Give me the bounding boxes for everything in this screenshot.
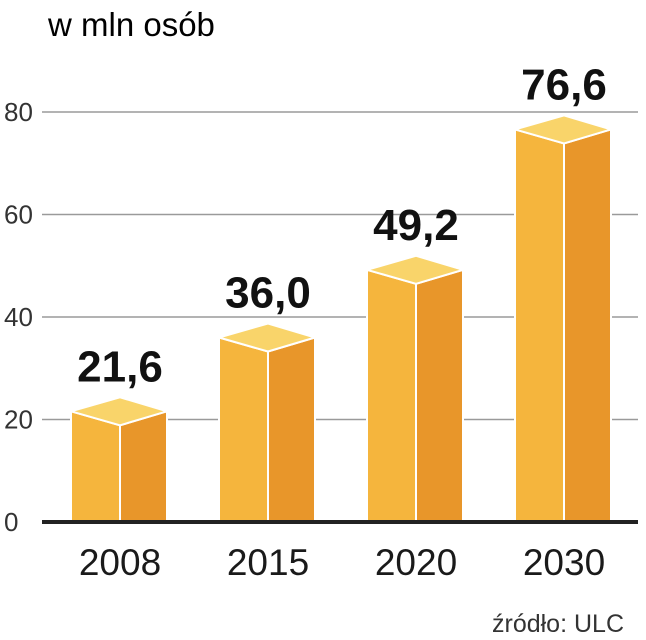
bar-front-face xyxy=(218,336,269,523)
bar-front-face xyxy=(366,268,417,523)
bars: 21,6 36,0 49,2 76,6 xyxy=(67,60,615,523)
value-label: 36,0 xyxy=(225,269,311,318)
y-tick-label: 0 xyxy=(4,507,18,537)
y-tick-label: 80 xyxy=(4,97,33,127)
bar-side-face xyxy=(563,128,612,523)
bar-2015: 36,0 xyxy=(215,269,319,523)
bar-front-face xyxy=(514,128,565,523)
x-tick-label: 2015 xyxy=(227,542,309,583)
x-tick-label: 2030 xyxy=(523,542,605,583)
bar-2030: 76,6 xyxy=(511,60,615,523)
x-tick-label: 2008 xyxy=(79,542,161,583)
bar-front-face xyxy=(70,409,121,523)
bar-2020: 49,2 xyxy=(363,201,467,523)
bar-side-face xyxy=(119,409,168,523)
y-axis-ticks: 0 20 40 60 80 xyxy=(4,97,33,537)
y-tick-label: 60 xyxy=(4,200,33,230)
bar-2008: 21,6 xyxy=(67,342,171,523)
bar-top-face xyxy=(215,322,319,353)
bar-side-face xyxy=(267,336,316,523)
y-tick-label: 40 xyxy=(4,302,33,332)
source-note: źródło: ULC xyxy=(492,610,624,638)
value-label: 21,6 xyxy=(77,342,163,391)
y-tick-label: 20 xyxy=(4,405,33,435)
value-label: 76,6 xyxy=(521,60,607,109)
bar-side-face xyxy=(415,268,464,523)
unit-label: w mln osób xyxy=(47,6,215,43)
x-axis-ticks: 2008 2015 2020 2030 xyxy=(79,542,605,583)
bar-top-face xyxy=(67,396,171,427)
value-label: 49,2 xyxy=(373,201,459,250)
bar-top-face xyxy=(363,254,467,285)
bar-top-face xyxy=(511,114,615,145)
x-tick-label: 2020 xyxy=(375,542,457,583)
